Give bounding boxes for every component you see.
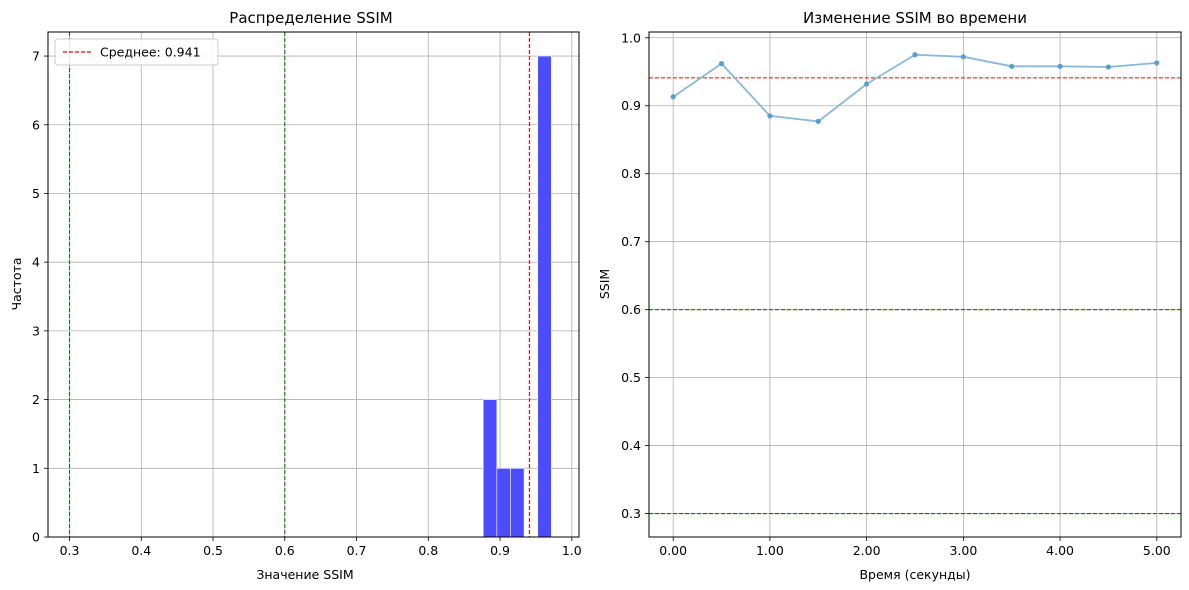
y-tick-label: 7 bbox=[32, 49, 40, 64]
grid bbox=[48, 32, 579, 538]
x-tick-label: 0.3 bbox=[60, 543, 80, 558]
series-point bbox=[1154, 60, 1160, 66]
series-point bbox=[815, 118, 821, 124]
series-point bbox=[767, 113, 773, 119]
legend-box bbox=[54, 38, 219, 66]
x-axis-ticks: 0.00 1.00 2.00 3.00 4.00 5.00 bbox=[659, 537, 1171, 558]
y-tick-label: 0.9 bbox=[621, 98, 641, 113]
x-tick-label: 2.00 bbox=[853, 543, 881, 558]
series-point bbox=[718, 61, 725, 67]
y-tick-label: 6 bbox=[32, 117, 40, 132]
y-tick-label: 4 bbox=[32, 255, 40, 270]
series-point bbox=[1057, 63, 1063, 69]
y-axis-ticks: 0.3 0.4 0.5 0.6 0.7 0.8 0.9 1.0 bbox=[621, 30, 649, 521]
series-point bbox=[1105, 64, 1112, 70]
series-point bbox=[960, 54, 966, 60]
x-axis-label: Время (секунды) bbox=[859, 567, 970, 582]
x-tick-label: 5.00 bbox=[1143, 543, 1171, 558]
histogram-bar bbox=[537, 55, 552, 538]
x-tick-label: 0.7 bbox=[347, 543, 367, 558]
legend-mean-label: Среднее: 0.941 bbox=[100, 45, 201, 60]
y-tick-label: 0.4 bbox=[621, 438, 641, 453]
series-point bbox=[912, 52, 918, 58]
x-tick-label: 0.00 bbox=[659, 543, 687, 558]
histogram-bar bbox=[482, 399, 498, 538]
x-axis-ticks: 0.3 0.4 0.5 0.6 0.7 0.8 0.9 1.0 bbox=[60, 537, 582, 558]
chart-title: Распределение SSIM bbox=[229, 9, 392, 27]
y-tick-label: 2 bbox=[32, 392, 40, 407]
reference-lines bbox=[649, 77, 1181, 515]
y-tick-label: 0 bbox=[32, 530, 40, 545]
legend: Среднее: 0.941 bbox=[54, 38, 219, 66]
y-tick-label: 5 bbox=[32, 186, 40, 201]
y-tick-label: 3 bbox=[32, 323, 40, 338]
x-axis-label: Значение SSIM bbox=[256, 567, 353, 582]
x-tick-label: 0.9 bbox=[490, 543, 510, 558]
y-axis-ticks: 0 1 2 3 4 5 6 7 bbox=[32, 49, 48, 545]
series-point bbox=[670, 94, 676, 100]
ssim-series bbox=[670, 52, 1160, 124]
x-tick-label: 0.5 bbox=[203, 543, 223, 558]
series-point bbox=[864, 81, 870, 87]
y-tick-label: 0.5 bbox=[621, 370, 641, 385]
plot-frame bbox=[47, 31, 580, 538]
y-tick-label: 1 bbox=[32, 461, 40, 476]
x-tick-label: 1.0 bbox=[562, 543, 582, 558]
histogram-bar bbox=[496, 467, 511, 538]
series-line bbox=[672, 53, 1157, 123]
ssim-over-time-chart: Изменение SSIM во времени 0.00 1.00 2.00 3.… bbox=[597, 9, 1182, 582]
x-tick-label: 0.4 bbox=[131, 543, 151, 558]
grid bbox=[649, 32, 1181, 537]
y-tick-label: 1.0 bbox=[621, 30, 641, 45]
y-tick-label: 0.3 bbox=[621, 506, 641, 521]
ssim-histogram-chart: Распределение SSIM 0.3 0.4 0.5 0.6 0.7 0.8 0.9… bbox=[9, 9, 582, 582]
chart-title: Изменение SSIM во времени bbox=[803, 9, 1027, 27]
y-axis-label: Частота bbox=[9, 258, 24, 311]
series-point bbox=[1009, 63, 1015, 69]
x-tick-label: 3.00 bbox=[949, 543, 977, 558]
y-axis-label: SSIM bbox=[597, 269, 612, 299]
x-tick-label: 0.8 bbox=[418, 543, 438, 558]
reference-lines bbox=[68, 32, 531, 537]
x-tick-label: 4.00 bbox=[1046, 543, 1074, 558]
x-tick-label: 1.00 bbox=[756, 543, 784, 558]
y-tick-label: 0.6 bbox=[621, 302, 641, 317]
histogram-bars bbox=[482, 55, 552, 538]
histogram-bar bbox=[510, 467, 525, 538]
plot-frame bbox=[648, 31, 1182, 538]
y-tick-label: 0.7 bbox=[621, 234, 641, 249]
y-tick-label: 0.8 bbox=[621, 166, 641, 181]
x-tick-label: 0.6 bbox=[275, 543, 295, 558]
